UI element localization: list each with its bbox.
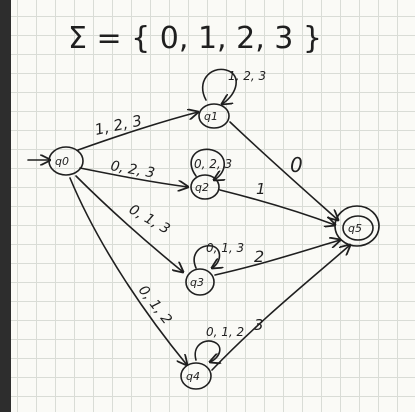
loop-q2 bbox=[190, 148, 224, 180]
state-q3-label: q3 bbox=[190, 276, 204, 289]
state-q1-label: q1 bbox=[204, 110, 218, 123]
state-q2-label: q2 bbox=[195, 181, 209, 194]
edge-q4-q5 bbox=[211, 245, 350, 371]
edge-q0-q1 bbox=[77, 112, 198, 151]
state-q4: q4 bbox=[180, 362, 212, 390]
edge-label-q3-q5: 2 bbox=[254, 247, 264, 266]
edge-label-q0-q3: 0, 1, 3 bbox=[126, 202, 173, 238]
state-q0: q0 bbox=[48, 146, 84, 176]
edge-q3-q5 bbox=[214, 240, 340, 276]
state-q2: q2 bbox=[190, 174, 220, 200]
loop-label-q1: 1, 2, 3 bbox=[228, 69, 266, 83]
state-q4-label: q4 bbox=[186, 370, 200, 383]
edge-q0-q3 bbox=[75, 175, 183, 272]
state-q5-label: q5 bbox=[348, 222, 362, 235]
state-q1: q1 bbox=[198, 103, 230, 129]
alphabet-title: Σ = { 0, 1, 2, 3 } bbox=[68, 21, 322, 56]
loop-label-q3: 0, 1, 3 bbox=[206, 241, 244, 255]
edge-label-q2-q5: 1 bbox=[256, 180, 266, 198]
loop-q3 bbox=[193, 244, 219, 268]
state-q5-accepting: q5 bbox=[334, 205, 380, 247]
state-q0-label: q0 bbox=[55, 155, 69, 168]
edge-q1-q5 bbox=[229, 121, 338, 220]
edge-label-q0-q1: 1, 2, 3 bbox=[93, 111, 143, 139]
window-edge bbox=[0, 0, 11, 412]
edge-label-q4-q5: 3 bbox=[254, 316, 264, 334]
edge-q0-q2 bbox=[79, 167, 188, 187]
edge-q2-q5 bbox=[219, 189, 335, 225]
edge-label-q1-q5: 0 bbox=[290, 153, 303, 177]
loop-q1 bbox=[201, 68, 237, 104]
loop-label-q4: 0, 1, 2 bbox=[206, 325, 244, 339]
edge-q0-q4 bbox=[69, 177, 187, 365]
state-q3: q3 bbox=[185, 268, 215, 296]
edge-label-q0-q2: 0, 2, 3 bbox=[109, 158, 156, 181]
loop-label-q2: 0, 2, 3 bbox=[194, 157, 232, 171]
loop-q4 bbox=[194, 340, 220, 362]
